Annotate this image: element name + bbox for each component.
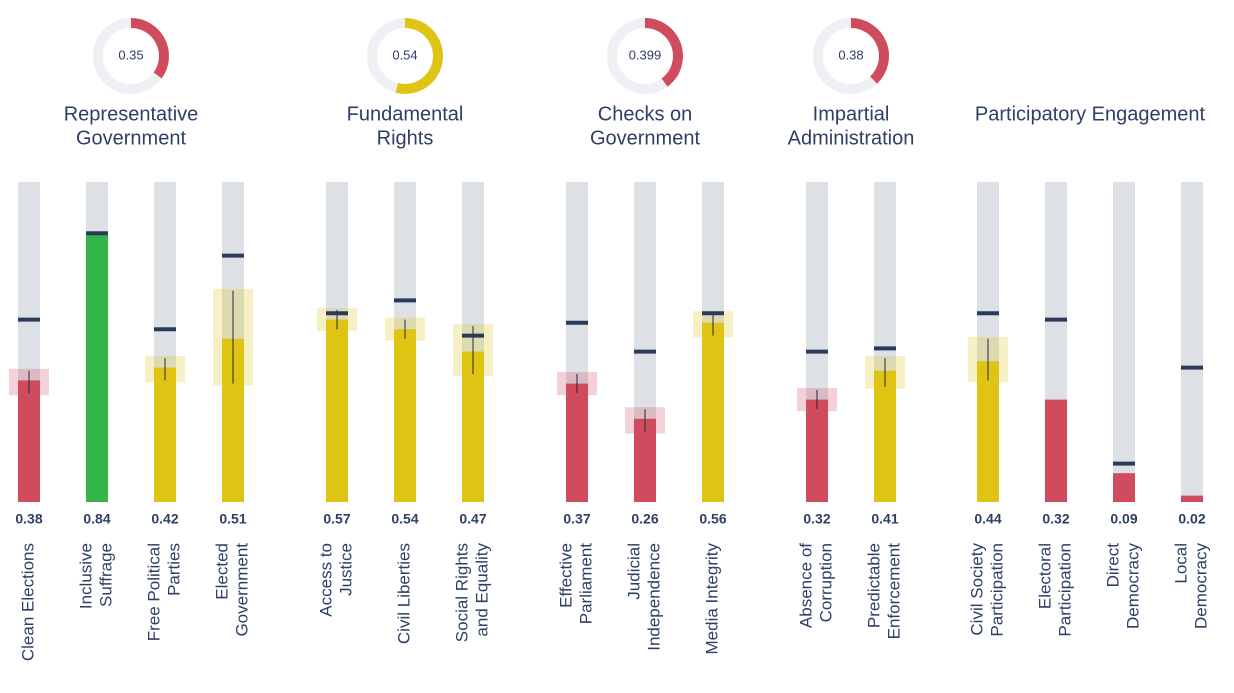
category-label: Independence — [644, 543, 663, 651]
value-label: 0.37 — [563, 511, 590, 527]
value-label: 0.41 — [871, 511, 898, 527]
category-label: Access to — [316, 543, 335, 617]
category-label: Parliament — [576, 543, 595, 625]
category-label: Participation — [987, 543, 1006, 637]
value-label: 0.32 — [803, 511, 830, 527]
donut-arc — [644, 18, 683, 87]
bar — [874, 370, 896, 502]
bar — [394, 329, 416, 502]
value-label: 0.26 — [631, 511, 658, 527]
bar — [702, 322, 724, 502]
category-label: Corruption — [816, 543, 835, 622]
group-title: Government — [76, 127, 186, 149]
category-label: Enforcement — [884, 543, 903, 640]
category-label: Local — [1171, 543, 1190, 584]
category-label: Democracy — [1191, 543, 1210, 629]
donut-arc — [850, 18, 889, 84]
group-title: Fundamental — [347, 103, 464, 125]
bar — [222, 338, 244, 502]
group-title: Administration — [788, 127, 915, 149]
value-label: 0.42 — [151, 511, 178, 527]
category-label: Judicial — [624, 543, 643, 600]
bar — [1045, 399, 1067, 502]
category-label: Inclusive — [76, 543, 95, 609]
bar — [977, 361, 999, 502]
value-label: 0.54 — [391, 511, 418, 527]
category-label: Absence of — [796, 543, 815, 628]
category-label: Effective — [556, 543, 575, 608]
category-label: Predictable — [864, 543, 883, 628]
category-label: and Equality — [472, 543, 491, 637]
bar — [1181, 495, 1203, 502]
donut-score: 0.54 — [392, 47, 417, 62]
category-label: Participation — [1055, 543, 1074, 637]
category-label: Clean Elections — [18, 543, 37, 661]
bar-track — [1181, 182, 1203, 502]
group-title: Rights — [377, 127, 434, 149]
bar — [566, 383, 588, 502]
bar — [154, 367, 176, 502]
group-title: Checks on — [598, 103, 693, 125]
bar — [462, 351, 484, 502]
donut-score: 0.38 — [838, 47, 863, 62]
group-title: Government — [590, 127, 700, 149]
value-label: 0.56 — [699, 511, 726, 527]
category-label: Free Political — [144, 543, 163, 641]
bar — [326, 319, 348, 502]
donut-arc — [130, 18, 169, 79]
bar — [86, 233, 108, 502]
value-label: 0.38 — [15, 511, 42, 527]
category-label: Elected — [212, 543, 231, 600]
value-label: 0.44 — [974, 511, 1001, 527]
bar — [18, 380, 40, 502]
bar — [806, 399, 828, 502]
value-label: 0.57 — [323, 511, 350, 527]
value-label: 0.09 — [1110, 511, 1137, 527]
group-title: Representative — [64, 103, 199, 125]
category-label: Democracy — [1123, 543, 1142, 629]
category-label: Justice — [336, 543, 355, 596]
bar — [1113, 473, 1135, 502]
value-label: 0.84 — [83, 511, 110, 527]
value-label: 0.32 — [1042, 511, 1069, 527]
category-label: Media Integrity — [702, 543, 721, 655]
value-label: 0.51 — [219, 511, 246, 527]
category-label: Suffrage — [96, 543, 115, 607]
category-label: Government — [232, 543, 251, 637]
donut-score: 0.35 — [118, 47, 143, 62]
group-title: Participatory Engagement — [975, 103, 1206, 125]
category-label: Civil Liberties — [394, 543, 413, 644]
value-label: 0.02 — [1178, 511, 1205, 527]
donut-score: 0.399 — [629, 47, 662, 62]
category-label: Civil Society — [967, 543, 986, 636]
category-label: Social Rights — [452, 543, 471, 642]
donut-arc — [395, 18, 443, 94]
value-label: 0.47 — [459, 511, 486, 527]
category-label: Direct — [1103, 543, 1122, 588]
category-label: Parties — [164, 543, 183, 596]
category-label: Electoral — [1035, 543, 1054, 609]
group-title: Impartial — [813, 103, 890, 125]
bar-track — [1113, 182, 1135, 502]
bar — [634, 418, 656, 502]
